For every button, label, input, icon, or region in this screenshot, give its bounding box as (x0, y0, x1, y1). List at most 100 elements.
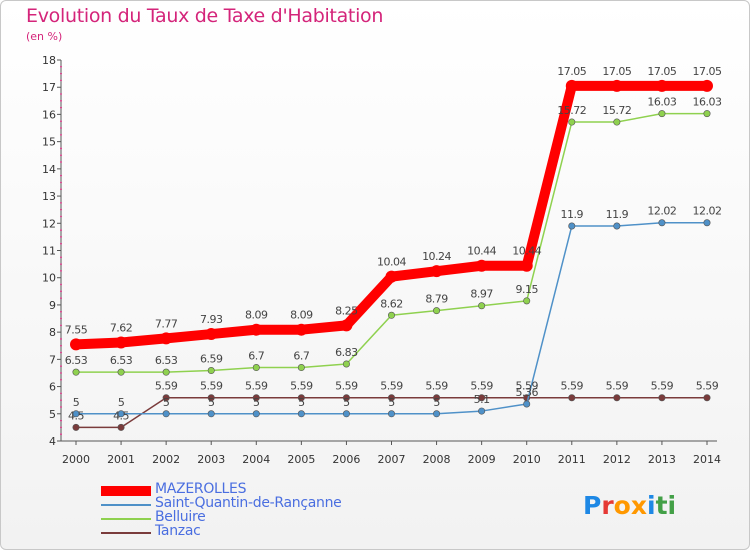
y-minor-tick (60, 351, 62, 354)
y-minor-tick (60, 419, 62, 422)
data-point (433, 307, 441, 315)
data-label: 6.53 (65, 354, 88, 367)
data-point (478, 302, 486, 310)
data-label: 17.05 (647, 65, 676, 78)
y-minor-tick (60, 344, 62, 347)
logo-letter: P (583, 491, 602, 520)
data-label: 11.9 (561, 208, 584, 221)
data-point (658, 394, 666, 402)
legend-label: Belluire (155, 509, 206, 525)
data-label: 6.53 (110, 354, 133, 367)
data-label: 5.59 (200, 380, 223, 393)
data-label: 5.59 (245, 380, 268, 393)
y-tick-label: 9 (49, 299, 56, 312)
chart-unit: (en %) (26, 30, 63, 43)
data-label: 5 (253, 396, 260, 409)
data-point (252, 394, 260, 402)
chart-title: Evolution du Taux de Taxe d'Habitation (26, 5, 384, 27)
data-label: 15.72 (602, 104, 631, 117)
data-point (252, 364, 260, 372)
x-tick-label: 2012 (603, 453, 631, 466)
y-minor-tick (60, 208, 62, 211)
data-label: 16.03 (693, 96, 722, 109)
y-tick-label: 6 (49, 381, 56, 394)
data-label: 7.93 (200, 313, 223, 326)
data-point (568, 222, 576, 230)
data-label: 12.02 (647, 205, 676, 218)
y-minor-tick (60, 263, 62, 266)
data-point (297, 364, 305, 372)
data-point (342, 394, 350, 402)
data-label: 17.05 (602, 65, 631, 78)
data-point (433, 394, 441, 402)
y-tick-label: 18 (42, 54, 56, 67)
data-label: 5 (298, 396, 305, 409)
data-point (655, 79, 668, 92)
y-minor-tick (60, 256, 62, 259)
data-point (117, 423, 125, 431)
data-point (523, 400, 531, 408)
data-point (701, 79, 713, 92)
y-minor-tick (60, 235, 62, 238)
data-point (703, 394, 711, 402)
data-label: 5.59 (380, 380, 403, 393)
y-minor-tick (60, 93, 62, 95)
data-point (613, 394, 621, 402)
data-labels: 7.55 7.62 7.77 7.93 8.09 8.09 8.25 10.04 10.24 10… (65, 65, 723, 423)
legend-label: MAZEROLLES (155, 481, 247, 497)
y-minor-tick (60, 317, 62, 320)
data-point (250, 323, 263, 336)
y-tick-label: 13 (42, 190, 56, 203)
y-minor-tick (60, 106, 62, 109)
data-label: 5.59 (335, 380, 358, 393)
y-minor-tick (60, 324, 62, 327)
data-label: 10.44 (512, 245, 541, 258)
data-point (478, 407, 486, 415)
x-tick-label: 2008 (423, 453, 451, 466)
data-label: 8.62 (380, 297, 403, 310)
data-label: 8.97 (470, 288, 493, 301)
data-label: 15.72 (557, 104, 586, 117)
x-tick-label: 2005 (287, 453, 315, 466)
data-point (207, 394, 215, 402)
data-point (117, 368, 125, 376)
data-point (340, 319, 353, 332)
y-tick-label: 11 (42, 245, 56, 258)
data-label: 5.59 (606, 380, 629, 393)
logo-letter: t (655, 491, 668, 520)
y-tick-label: 8 (49, 326, 56, 339)
logo-letter: x (630, 491, 647, 520)
x-tick-label: 2009 (468, 453, 496, 466)
data-point (72, 368, 80, 376)
data-point (342, 360, 350, 368)
x-tick-label: 2003 (197, 453, 225, 466)
y-minor-tick (60, 174, 62, 177)
y-minor-tick (60, 310, 62, 313)
data-label: 6.7 (248, 350, 264, 363)
data-label: 5.1 (474, 393, 490, 406)
y-tick-label: 15 (42, 136, 56, 149)
data-point (117, 410, 125, 418)
data-label: 6.53 (155, 354, 178, 367)
data-label: 8.09 (290, 309, 313, 322)
data-point (475, 259, 488, 272)
y-minor-tick (60, 378, 62, 381)
data-point (433, 410, 441, 418)
y-tick-label: 17 (42, 81, 56, 94)
y-minor-tick (60, 242, 62, 245)
x-tick-label: 2000 (62, 453, 90, 466)
data-point (162, 394, 170, 402)
y-minor-tick (60, 133, 62, 136)
data-point (252, 410, 260, 418)
data-point (523, 297, 531, 305)
data-point (703, 219, 711, 227)
legend-swatch (101, 532, 151, 534)
data-label: 5 (163, 396, 170, 409)
data-label: 7.62 (110, 321, 133, 334)
logo-letter: o (613, 491, 631, 520)
y-minor-tick (60, 120, 62, 123)
x-tick-label: 2001 (107, 453, 135, 466)
data-label: 8.79 (425, 293, 448, 306)
y-minor-tick (60, 215, 62, 218)
data-label: 4.5 (113, 409, 129, 422)
